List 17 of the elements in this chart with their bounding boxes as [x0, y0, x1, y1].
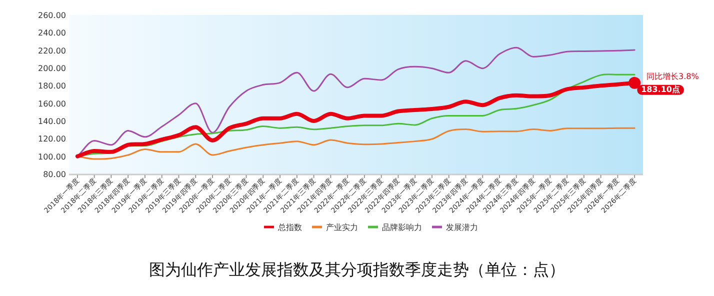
- legend-label: 总指数: [277, 223, 302, 232]
- y-tick-label: 120.00: [38, 134, 66, 144]
- legend-label: 发展潜力: [446, 223, 478, 232]
- legend-label: 品牌影响力: [382, 223, 422, 232]
- y-tick-label: 100.00: [38, 152, 66, 162]
- y-tick-label: 240.00: [38, 28, 66, 38]
- y-tick-label: 260.00: [38, 11, 66, 20]
- annotation: 183.10点: [641, 84, 680, 94]
- y-tick-label: 220.00: [38, 46, 66, 56]
- y-tick-label: 200.00: [38, 64, 66, 73]
- text: 图为仙作产业发展指数及其分项指数季度走势（单位：点）: [149, 260, 565, 279]
- y-tick-label: 140.00: [38, 117, 66, 126]
- annotation: 同比增长3.8%: [646, 72, 700, 81]
- y-tick-label: 160.00: [38, 99, 66, 108]
- legend-label: 产业实力: [326, 223, 358, 232]
- y-tick-label: 80.00: [43, 170, 66, 179]
- y-tick-label: 180.00: [38, 82, 66, 91]
